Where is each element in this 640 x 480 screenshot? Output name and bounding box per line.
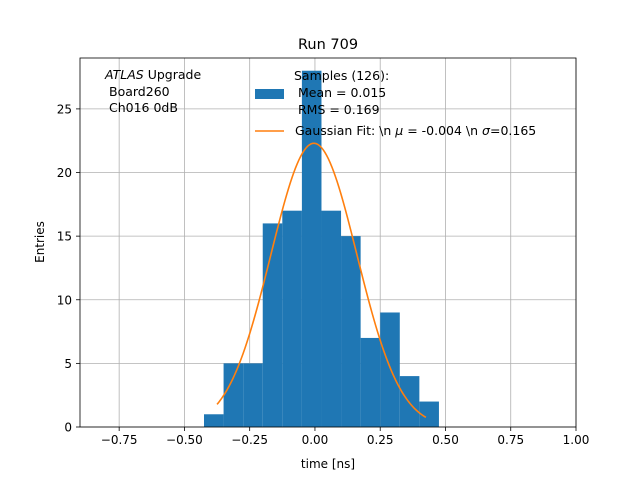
x-axis-ticks: −0.75 −0.50 −0.25 0.00 0.25 0.50 0.75 1.00 — [101, 427, 590, 447]
x-tick-label: −0.50 — [166, 433, 203, 447]
annotation-upgrade: Upgrade — [144, 67, 202, 82]
histogram-bars — [204, 70, 439, 428]
gaussian-fit-line — [216, 142, 427, 419]
legend-samples-line-2: Mean = 0.015 — [294, 85, 386, 100]
legend-samples-line-1: Samples (126): — [294, 68, 389, 83]
y-tick-label: 15 — [57, 230, 72, 244]
histogram-bar — [204, 414, 224, 427]
y-axis-label: Entries — [33, 221, 47, 263]
y-tick-label: 20 — [57, 166, 72, 180]
x-tick-label: 0.75 — [497, 433, 524, 447]
plot-frame — [79, 57, 577, 428]
x-tick-label: 0.50 — [432, 433, 459, 447]
legend-fit-sigma: σ — [482, 123, 491, 138]
histogram-bar — [321, 210, 342, 427]
y-tick-label: 5 — [64, 357, 72, 371]
histogram-bar — [399, 376, 420, 427]
annotation-atlas: ATLAS — [104, 67, 144, 82]
annotation-line-1: ATLAS Upgrade — [104, 67, 201, 82]
atlas-annotation: ATLAS Upgrade Board260 Ch016 0dB — [104, 67, 201, 115]
legend-swatch-samples — [255, 89, 284, 99]
y-tick-label: 10 — [57, 293, 72, 307]
x-tick-label: 1.00 — [563, 433, 590, 447]
y-axis-ticks: 0 5 10 15 20 25 — [57, 102, 80, 435]
histogram-bar — [341, 236, 361, 427]
x-tick-label: 0.25 — [367, 433, 394, 447]
histogram-bar — [282, 210, 302, 427]
legend-fit-mu: μ — [394, 123, 403, 138]
legend-fit-post: =0.165 — [490, 123, 536, 138]
x-tick-label: −0.25 — [231, 433, 268, 447]
y-tick-label: 25 — [57, 102, 72, 116]
x-axis-label: time [ns] — [301, 457, 355, 471]
y-tick-label: 0 — [64, 421, 72, 435]
annotation-line-3: Ch016 0dB — [109, 100, 178, 115]
histogram-bar — [262, 223, 283, 427]
legend-fit-mid: = -0.004 \n — [403, 123, 482, 138]
histogram-bar — [419, 401, 439, 427]
histogram-bar — [301, 70, 322, 428]
histogram-bar — [243, 363, 263, 427]
histogram-bar — [380, 312, 400, 427]
legend-samples-line-3: RMS = 0.169 — [294, 102, 380, 117]
histogram-bar — [223, 363, 244, 427]
legend-fit-label: Gaussian Fit: \n μ = -0.004 \n σ=0.165 — [295, 123, 536, 138]
chart-title: Run 709 — [298, 37, 358, 53]
x-tick-label: 0.00 — [302, 433, 329, 447]
annotation-line-2: Board260 — [109, 84, 170, 99]
histogram-bar — [360, 337, 381, 427]
legend: Samples (126): Mean = 0.015 RMS = 0.169 … — [255, 68, 536, 138]
legend-fit-pre: Gaussian Fit: \n — [295, 123, 395, 138]
x-tick-label: −0.75 — [101, 433, 138, 447]
